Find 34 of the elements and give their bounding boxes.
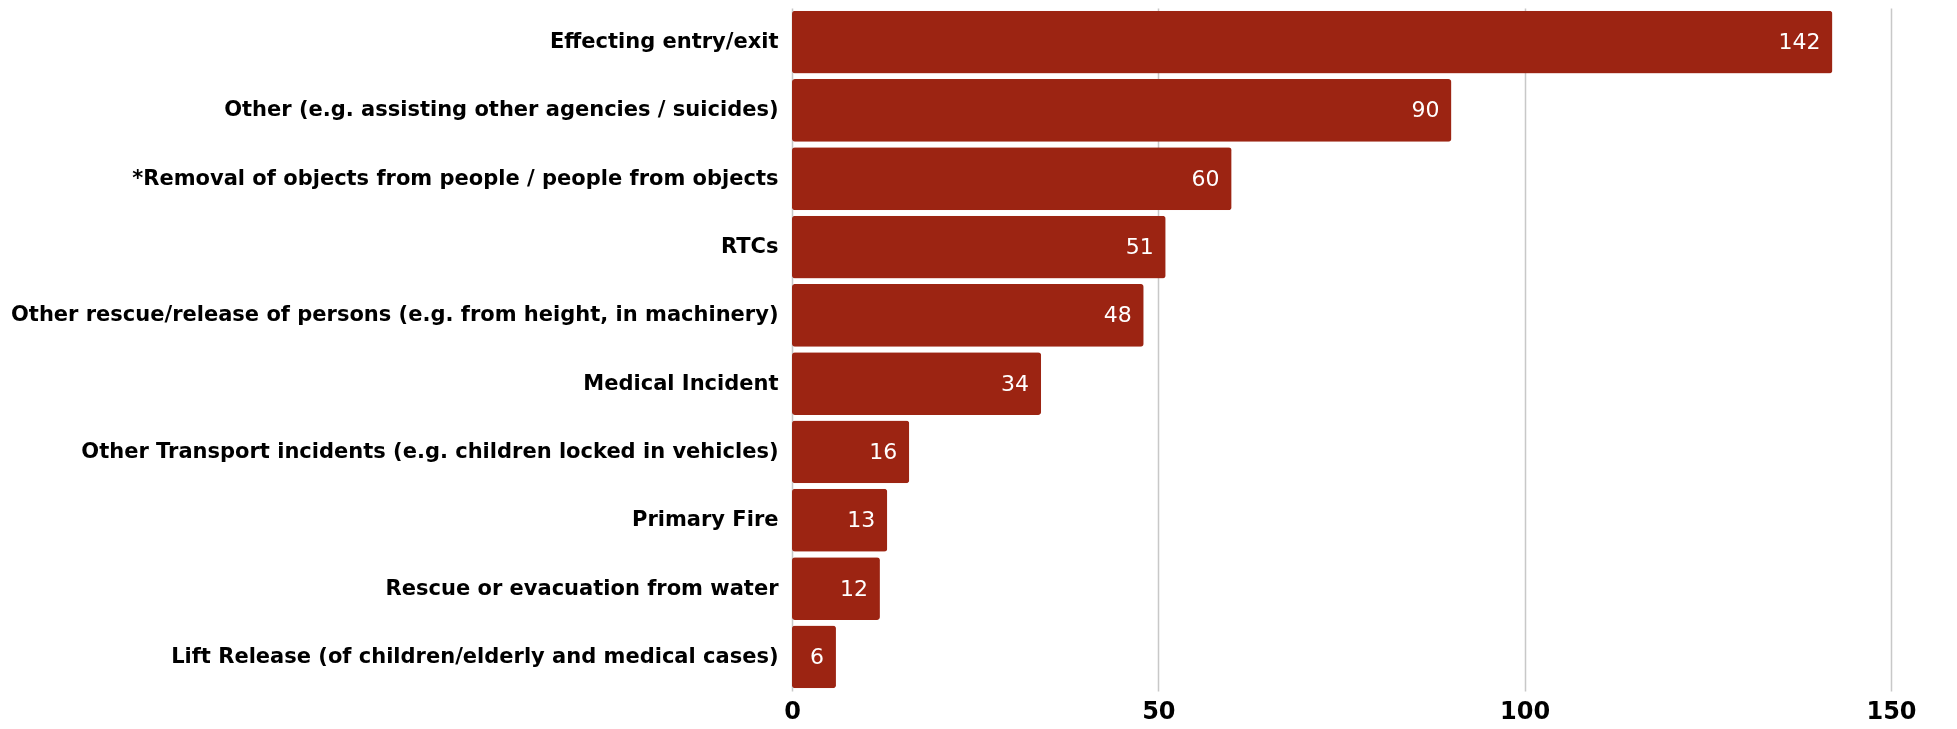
- data-label: 34: [1001, 370, 1030, 396]
- data-label: 12: [839, 575, 868, 601]
- y-tick-label: RTCs: [721, 234, 779, 259]
- bar: [792, 283, 1144, 347]
- bar: [792, 79, 1452, 142]
- data-label: 16: [869, 438, 898, 464]
- data-label: 51: [1125, 234, 1154, 260]
- bar: [792, 215, 1166, 279]
- data-label: 13: [847, 507, 876, 533]
- y-tick-label: Lift Release (of children/elderly and medical cases): [171, 643, 779, 668]
- y-tick-label: Effecting entry/exit: [549, 29, 779, 54]
- bar: [792, 488, 888, 552]
- y-tick-label: Primary Fire: [632, 507, 779, 532]
- data-label: 6: [809, 643, 824, 669]
- y-tick-label: Rescue or evacuation from water: [385, 575, 780, 600]
- x-tick-label: 0: [784, 696, 801, 725]
- bar: [792, 625, 836, 689]
- data-label: 60: [1191, 165, 1220, 191]
- y-tick-label: Other rescue/release of persons (e.g. from height, in machinery): [10, 302, 779, 327]
- bar: [792, 10, 1833, 74]
- y-tick-label: Other (e.g. assisting other agencies / suicides): [224, 97, 779, 122]
- y-tick-label: *Removal of objects from people / people from objects: [132, 165, 779, 190]
- bar: [792, 420, 910, 484]
- bar: [792, 147, 1232, 211]
- y-tick-label: Other Transport incidents (e.g. children locked in vehicles): [81, 438, 779, 463]
- x-tick-label: 100: [1500, 696, 1551, 725]
- data-label: 90: [1411, 97, 1440, 123]
- bar: [792, 557, 880, 620]
- data-label: 48: [1103, 302, 1132, 328]
- bar: [792, 352, 1042, 416]
- x-tick-label: 150: [1866, 696, 1917, 725]
- data-label: 142: [1778, 29, 1821, 55]
- y-tick-label: Medical Incident: [583, 370, 779, 395]
- x-tick-label: 50: [1142, 696, 1176, 725]
